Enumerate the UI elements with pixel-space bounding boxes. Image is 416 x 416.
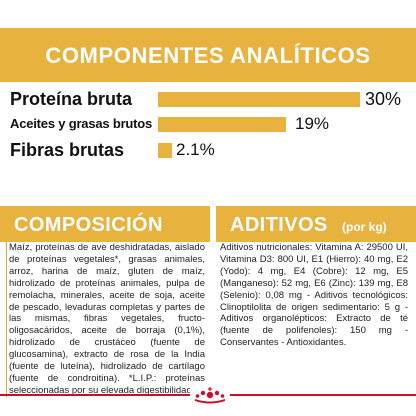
fat-value: 19% [295,114,330,133]
additives-text-block: Aditivos nutricionales: Vitamina A: 2950… [220,242,408,349]
composition-header: COMPOSICIÓN [0,206,210,242]
analytic-components-title: COMPONENTES ANALÍTICOS [45,43,371,68]
royal-canin-crown-logo [190,384,230,406]
crown-icon [195,387,225,404]
analytic-components-header: COMPONENTES ANALÍTICOS [0,28,416,82]
additives-title: ADITIVOS [230,214,328,236]
analytic-row-protein: Proteína bruta 30% [0,86,416,112]
analytic-row-fat: Aceites y grasas brutos 19% [0,113,416,135]
additives-header: ADITIVOS (por kg) [216,206,416,242]
analytic-row-fiber: Fibras brutas 2.1% [0,137,416,163]
composition-text: Maíz, proteínas de ave deshidratadas, ai… [9,242,205,396]
composition-text-block: Maíz, proteínas de ave deshidratadas, ai… [6,242,205,397]
fiber-bar [158,143,172,158]
fat-label: Aceites y grasas brutos [10,116,153,131]
fiber-value: 2.1% [176,140,215,159]
protein-value: 30% [365,89,402,109]
protein-label: Proteína bruta [10,89,133,109]
protein-bar [158,92,360,107]
composition-title: COMPOSICIÓN [14,214,163,236]
fat-bar [158,117,286,132]
additives-text: Aditivos nutricionales: Vitamina A: 2950… [220,242,408,349]
additives-subtitle: (por kg) [342,220,387,234]
fiber-label: Fibras brutas [10,140,125,160]
